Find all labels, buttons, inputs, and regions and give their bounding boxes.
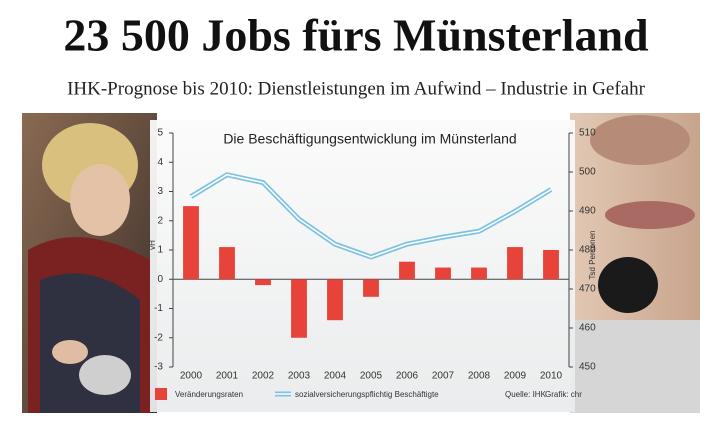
source: Quelle: IHK	[505, 390, 547, 399]
y2-tick-label: 460	[579, 323, 596, 334]
x-tick-label: 2009	[504, 371, 527, 382]
y-tick-label: 5	[157, 128, 163, 139]
y2-tick-label: 490	[579, 206, 596, 217]
x-tick-label: 2001	[216, 371, 239, 382]
y-tick-label: 2	[157, 215, 163, 226]
y2-tick-label: 500	[579, 167, 596, 178]
legend-label: sozialversicherungspflichtig Beschäftigt…	[295, 390, 439, 399]
bar	[399, 261, 415, 280]
x-tick-label: 2004	[324, 371, 347, 382]
bar	[291, 279, 307, 338]
x-tick-label: 2008	[468, 371, 491, 382]
photo-left	[22, 113, 157, 413]
y2-tick-label: 510	[579, 128, 596, 139]
bar	[435, 267, 451, 280]
x-tick-label: 2010	[540, 371, 563, 382]
bar	[255, 279, 271, 286]
y-axis-label: vH	[148, 240, 157, 250]
subheadline: IHK-Prognose bis 2010: Dienstleistungen …	[67, 78, 646, 99]
line-highlight	[190, 173, 552, 258]
bar	[183, 206, 199, 280]
headline: 23 500 Jobs fürs Münsterland	[63, 10, 649, 61]
bar	[327, 279, 343, 321]
y2-tick-label: 450	[579, 362, 596, 373]
x-tick-label: 2000	[180, 371, 203, 382]
bar	[471, 267, 487, 280]
legend-swatch	[155, 388, 167, 400]
x-tick-label: 2003	[288, 371, 311, 382]
y2-tick-label: 480	[579, 245, 596, 256]
y-tick-label: -2	[154, 332, 163, 343]
bar	[507, 247, 523, 280]
y-tick-label: 3	[157, 186, 163, 197]
chart-title: Die Beschäftigungsentwicklung im Münster…	[223, 131, 516, 147]
photo-right	[570, 113, 700, 413]
y-tick-label: 0	[157, 274, 163, 285]
y-tick-label: 1	[157, 245, 163, 256]
bar	[363, 279, 379, 297]
y-tick-label: -3	[154, 362, 163, 373]
x-tick-label: 2002	[252, 371, 275, 382]
y2-axis-label: Tsd Personen	[588, 231, 597, 280]
credit: Grafik: chr	[545, 390, 582, 399]
y-tick-label: 4	[157, 157, 163, 168]
x-tick-label: 2005	[360, 371, 383, 382]
legend-label: Veränderungsraten	[175, 390, 243, 399]
y2-tick-label: 470	[579, 284, 596, 295]
bar	[543, 250, 559, 280]
y-tick-label: -1	[154, 303, 163, 314]
bar	[219, 247, 235, 280]
chart: Die Beschäftigungsentwicklung im Münster…	[148, 128, 597, 400]
x-tick-label: 2007	[432, 371, 455, 382]
x-tick-label: 2006	[396, 371, 419, 382]
